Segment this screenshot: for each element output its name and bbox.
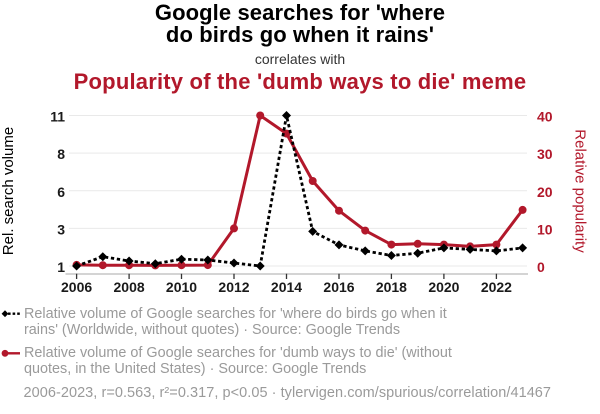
svg-text:2012: 2012 bbox=[218, 279, 249, 295]
svg-text:2020: 2020 bbox=[428, 279, 459, 295]
svg-text:2018: 2018 bbox=[376, 279, 407, 295]
svg-text:8: 8 bbox=[57, 146, 65, 162]
svg-text:2016: 2016 bbox=[323, 279, 354, 295]
svg-text:3: 3 bbox=[57, 221, 65, 237]
svg-text:11: 11 bbox=[50, 109, 65, 125]
svg-text:6: 6 bbox=[57, 184, 65, 200]
svg-text:Rel. search volume: Rel. search volume bbox=[0, 127, 17, 255]
svg-text:40: 40 bbox=[537, 109, 553, 125]
svg-text:2010: 2010 bbox=[166, 279, 197, 295]
svg-text:2008: 2008 bbox=[114, 279, 145, 295]
svg-text:2006: 2006 bbox=[61, 279, 92, 295]
svg-text:1: 1 bbox=[57, 259, 65, 275]
svg-text:30: 30 bbox=[537, 146, 553, 162]
svg-text:Relative popularity: Relative popularity bbox=[572, 129, 589, 253]
svg-text:2014: 2014 bbox=[271, 279, 302, 295]
svg-text:0: 0 bbox=[537, 259, 545, 275]
svg-text:2022: 2022 bbox=[481, 279, 512, 295]
svg-text:20: 20 bbox=[537, 184, 553, 200]
svg-text:10: 10 bbox=[537, 221, 553, 237]
